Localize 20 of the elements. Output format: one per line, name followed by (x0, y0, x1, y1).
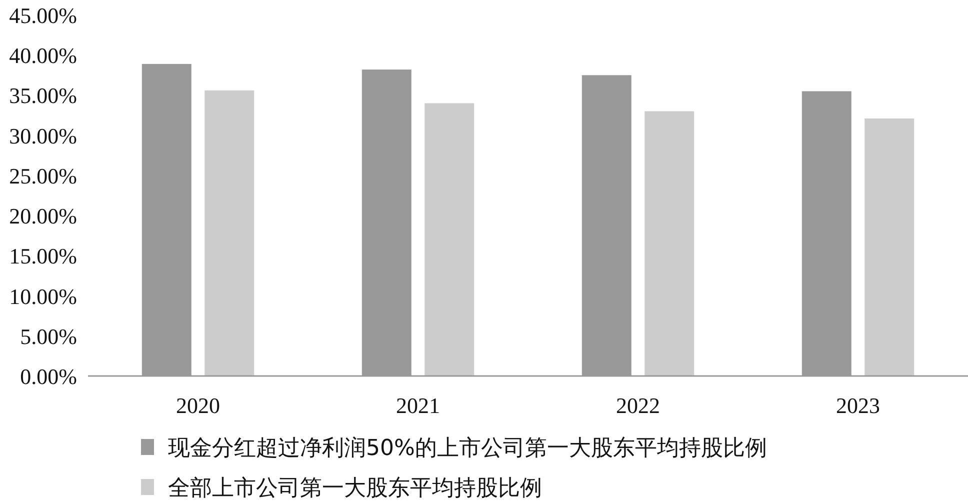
y-tick-label: 40.00% (9, 43, 77, 68)
bar (424, 103, 474, 376)
y-tick-label: 10.00% (9, 284, 77, 309)
y-tick-label: 25.00% (9, 163, 77, 188)
y-tick-label: 35.00% (9, 83, 77, 108)
x-tick-label: 2020 (176, 393, 220, 418)
y-tick-label: 30.00% (9, 123, 77, 148)
x-tick-label: 2021 (396, 393, 440, 418)
bar (204, 90, 254, 376)
y-tick-label: 45.00% (9, 3, 77, 28)
y-tick-label: 20.00% (9, 204, 77, 229)
bar (644, 111, 694, 376)
y-tick-label: 15.00% (9, 244, 77, 269)
x-tick-label: 2023 (836, 393, 880, 418)
y-tick-label: 5.00% (20, 324, 77, 349)
bar (864, 118, 914, 376)
legend-label: 全部上市公司第一大股东平均持股比例 (168, 476, 542, 501)
x-tick-label: 2022 (616, 393, 660, 418)
y-tick-label: 0.00% (20, 364, 77, 389)
legend-label: 现金分红超过净利润50%的上市公司第一大股东平均持股比例 (168, 436, 767, 461)
